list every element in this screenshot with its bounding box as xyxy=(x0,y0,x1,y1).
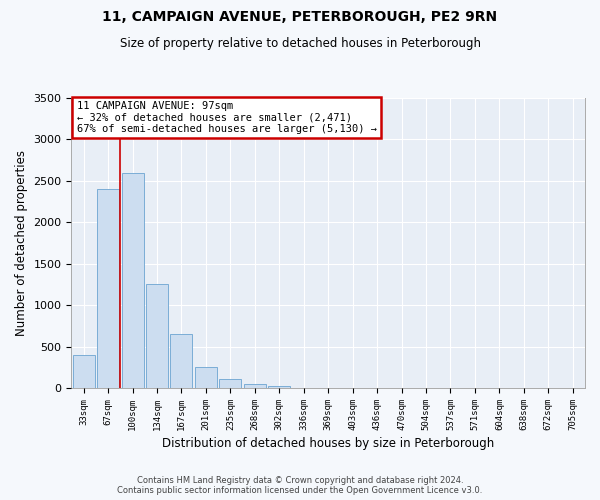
Text: Size of property relative to detached houses in Peterborough: Size of property relative to detached ho… xyxy=(119,38,481,51)
Bar xyxy=(146,284,168,388)
Text: Contains HM Land Registry data © Crown copyright and database right 2024.
Contai: Contains HM Land Registry data © Crown c… xyxy=(118,476,482,495)
Bar xyxy=(220,379,241,388)
Bar xyxy=(97,189,119,388)
Bar xyxy=(122,172,143,388)
Text: 11, CAMPAIGN AVENUE, PETERBOROUGH, PE2 9RN: 11, CAMPAIGN AVENUE, PETERBOROUGH, PE2 9… xyxy=(103,10,497,24)
X-axis label: Distribution of detached houses by size in Peterborough: Distribution of detached houses by size … xyxy=(162,437,494,450)
Bar xyxy=(244,384,266,388)
Bar xyxy=(195,366,217,388)
Text: 11 CAMPAIGN AVENUE: 97sqm
← 32% of detached houses are smaller (2,471)
67% of se: 11 CAMPAIGN AVENUE: 97sqm ← 32% of detac… xyxy=(77,101,377,134)
Y-axis label: Number of detached properties: Number of detached properties xyxy=(15,150,28,336)
Bar xyxy=(170,334,193,388)
Bar xyxy=(268,386,290,388)
Bar xyxy=(73,355,95,388)
